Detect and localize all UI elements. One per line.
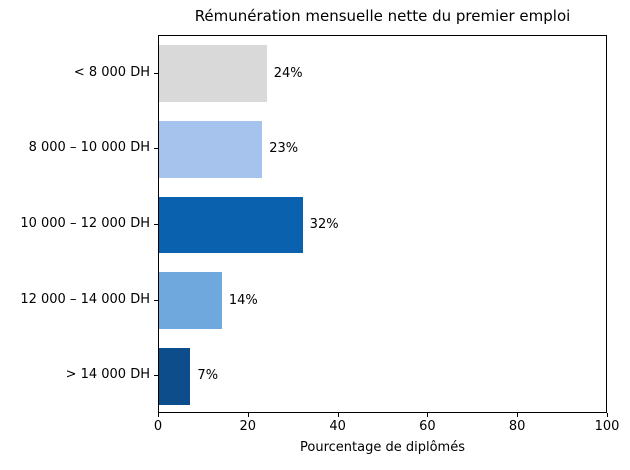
y-tick-mark bbox=[154, 224, 158, 225]
y-tick-label: 12 000 – 14 000 DH bbox=[20, 291, 150, 307]
x-tick-label: 60 bbox=[419, 419, 436, 434]
x-tick-mark bbox=[427, 413, 429, 417]
x-tick-label: 0 bbox=[153, 419, 163, 434]
y-tick-label: < 8 000 DH bbox=[73, 64, 150, 80]
bar-segment bbox=[159, 45, 267, 103]
bar-value-label: 7% bbox=[197, 368, 219, 384]
y-tick-mark bbox=[154, 72, 158, 74]
y-tick-mark bbox=[154, 299, 158, 301]
x-tick-mark bbox=[337, 413, 339, 417]
y-tick-label: 8 000 – 10 000 DH bbox=[28, 140, 150, 156]
plot-area: 24% 23% 32% 14% 7% bbox=[158, 35, 607, 413]
x-tick-mark bbox=[517, 413, 519, 417]
chart-title: Rémunération mensuelle nette du premier … bbox=[194, 7, 571, 25]
bar-segment bbox=[159, 272, 222, 329]
bar-value-label: 24% bbox=[273, 65, 303, 81]
x-tick-label: 100 bbox=[594, 419, 620, 434]
bar-segment bbox=[159, 347, 191, 405]
y-tick-label: > 14 000 DH bbox=[65, 367, 150, 383]
x-tick-label: 20 bbox=[239, 419, 257, 434]
x-axis-label: Pourcentage de diplômés bbox=[300, 440, 465, 455]
y-tick-mark bbox=[154, 375, 158, 377]
bar-segment bbox=[159, 121, 263, 178]
x-tick-mark bbox=[607, 413, 608, 417]
bar-value-label: 23% bbox=[269, 141, 299, 157]
y-tick-label: 10 000 – 12 000 DH bbox=[20, 216, 150, 231]
x-tick-label: 40 bbox=[329, 419, 346, 434]
x-tick-mark bbox=[247, 413, 249, 417]
y-tick-mark bbox=[154, 148, 158, 150]
bar-value-label: 14% bbox=[228, 292, 258, 308]
x-tick-mark bbox=[158, 413, 159, 417]
x-tick-label: 80 bbox=[508, 419, 526, 434]
bar-segment bbox=[159, 196, 303, 254]
bar-value-label: 32% bbox=[309, 217, 339, 232]
